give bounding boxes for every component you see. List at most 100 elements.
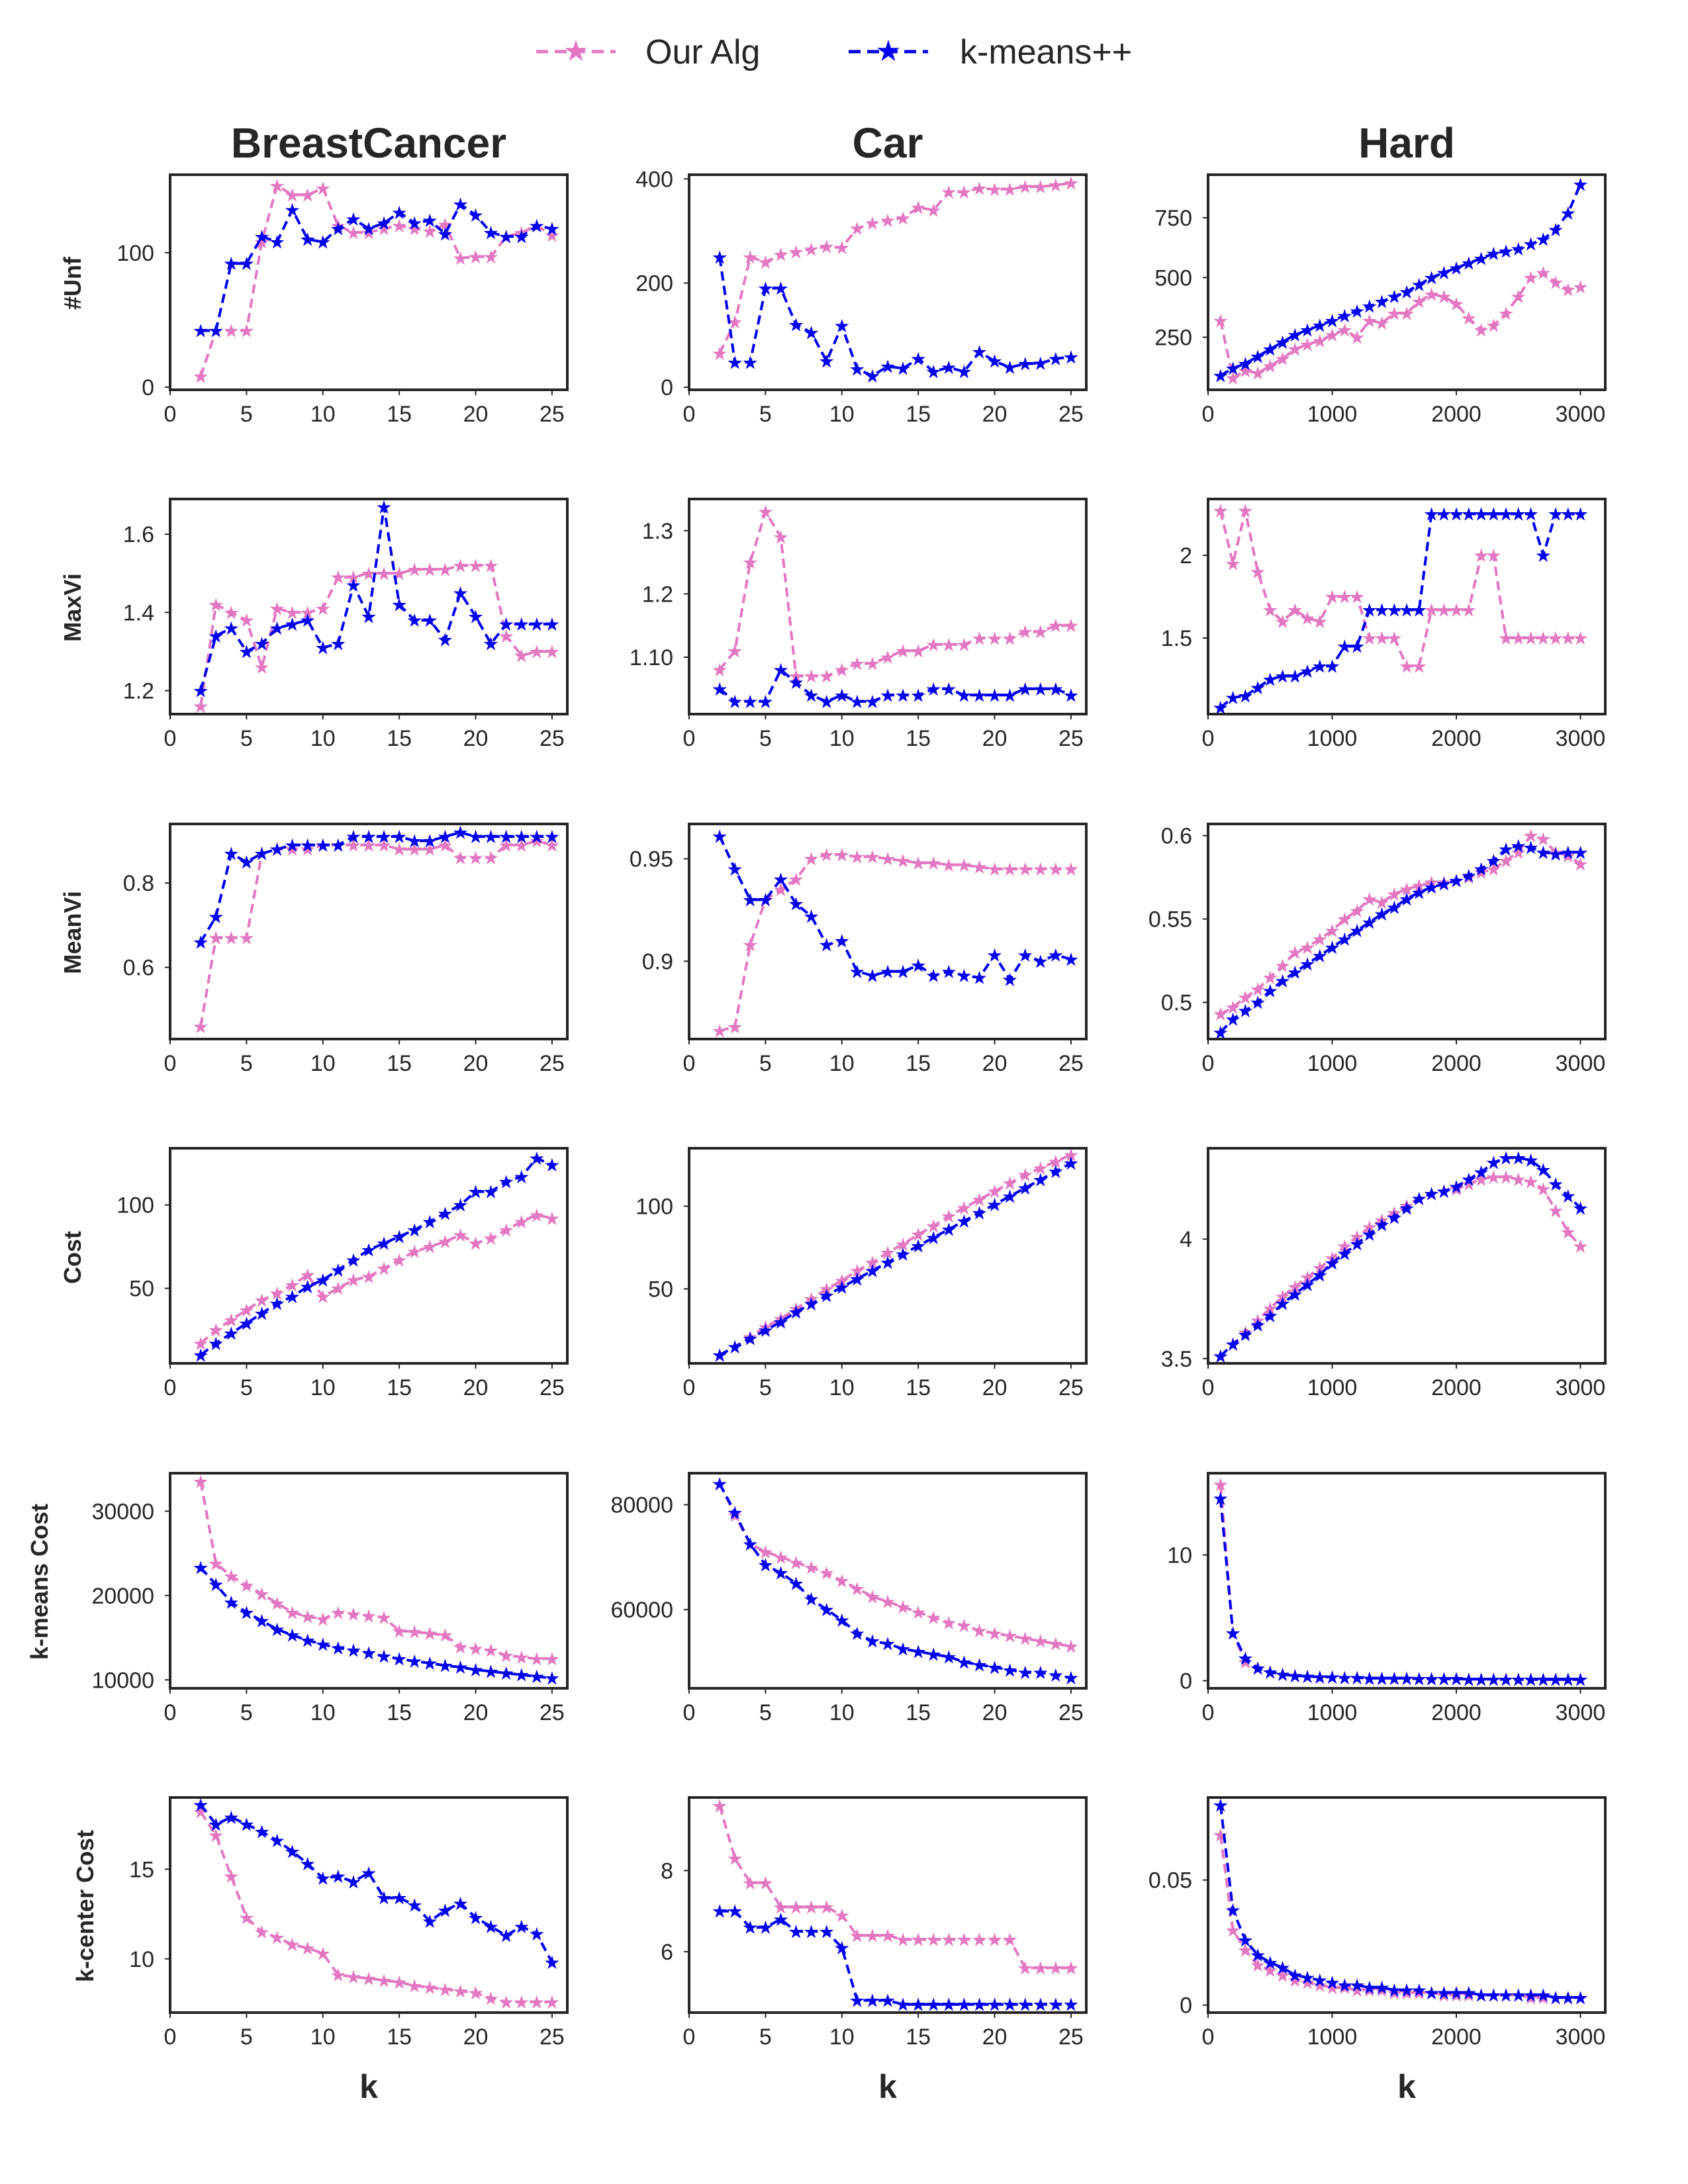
data-point: ★ <box>1436 600 1452 621</box>
data-point: ★ <box>223 1566 240 1588</box>
data-point: ★ <box>956 181 972 203</box>
data-point: ★ <box>406 831 423 852</box>
data-point: ★ <box>986 1623 1003 1645</box>
data-point: ★ <box>1299 1666 1315 1688</box>
data-point: ★ <box>879 210 896 232</box>
series-line-k-means <box>1219 1805 1581 1999</box>
data-point: ★ <box>1336 320 1353 341</box>
data-point: ★ <box>528 1666 545 1688</box>
x-tick-label: 5 <box>240 402 253 427</box>
data-point: ★ <box>1436 286 1452 308</box>
data-point: ★ <box>895 358 912 380</box>
data-point: ★ <box>238 1907 255 1929</box>
data-point: ★ <box>1262 1960 1278 1981</box>
data-point: ★ <box>345 1269 361 1291</box>
x-tick-label: 10 <box>829 1051 855 1076</box>
data-point: ★ <box>833 315 850 337</box>
series-k-means: ★★★★★★★★★★★★★★★★★★★★★★★★★★★★★★ <box>1212 1147 1589 1367</box>
series-line-k-means <box>718 835 1072 981</box>
y-tick-label: 20000 <box>91 1584 154 1609</box>
x-tick-label: 25 <box>1058 402 1084 427</box>
data-point: ★ <box>254 1921 270 1943</box>
data-point: ★ <box>269 839 285 860</box>
data-point: ★ <box>833 1570 850 1592</box>
data-point: ★ <box>543 1952 560 1974</box>
y-tick-label: 10000 <box>91 1668 154 1693</box>
data-point: ★ <box>1062 173 1079 195</box>
data-point: ★ <box>467 1982 484 2004</box>
data-point: ★ <box>788 1552 804 1574</box>
series-our-alg: ★★★★★★★★★★★★★★★★★★★★★★★★ <box>712 1473 1080 1658</box>
data-point: ★ <box>467 1181 484 1203</box>
data-point: ★ <box>1374 903 1390 925</box>
data-point: ★ <box>330 1259 346 1281</box>
data-point: ★ <box>299 839 316 860</box>
data-point: ★ <box>238 610 255 631</box>
data-point: ★ <box>1460 308 1477 330</box>
x-tick-label: 20 <box>982 726 1008 751</box>
axes-frame <box>169 173 569 391</box>
data-point: ★ <box>1374 1214 1390 1236</box>
x-tick-label: 0 <box>1202 1375 1215 1400</box>
x-tick-label: 1000 <box>1307 726 1358 751</box>
data-point: ★ <box>1299 1267 1315 1289</box>
data-point: ★ <box>330 218 346 240</box>
data-point: ★ <box>1423 1982 1440 2004</box>
axes-frame <box>688 1472 1088 1690</box>
x-tick-label: 15 <box>387 2025 412 2050</box>
data-point: ★ <box>1523 627 1539 649</box>
data-point: ★ <box>803 1588 820 1610</box>
x-tick-label: 20 <box>982 2025 1008 2050</box>
data-point: ★ <box>1274 970 1291 992</box>
data-point: ★ <box>895 1639 912 1661</box>
data-point: ★ <box>971 627 988 649</box>
series-k-means: ★★★★★★★★★★★★★★★★★★★★★★★★ <box>193 1557 561 1690</box>
data-point: ★ <box>269 617 285 639</box>
x-tick-label: 20 <box>982 402 1008 427</box>
data-point: ★ <box>1523 234 1539 255</box>
data-point: ★ <box>376 1233 393 1255</box>
data-point: ★ <box>437 1900 453 1922</box>
data-point: ★ <box>543 1648 560 1670</box>
data-point: ★ <box>345 1640 361 1662</box>
data-point: ★ <box>1274 1293 1291 1315</box>
data-point: ★ <box>895 1244 912 1265</box>
axes-frame <box>1207 1147 1607 1365</box>
data-point: ★ <box>1348 300 1365 322</box>
data-point: ★ <box>849 1260 865 1282</box>
data-point: ★ <box>528 831 545 852</box>
data-point: ★ <box>1497 302 1514 324</box>
series-line-our-alg <box>718 1805 1071 1970</box>
axes-frame <box>1207 1472 1607 1690</box>
data-point: ★ <box>223 1310 240 1332</box>
x-tick-label: 3000 <box>1556 1375 1606 1400</box>
data-point: ★ <box>528 826 545 848</box>
data-point: ★ <box>1017 1662 1033 1684</box>
data-point: ★ <box>1535 829 1552 850</box>
series-line-our-alg <box>1219 1835 1581 1999</box>
data-point: ★ <box>1249 992 1266 1014</box>
data-point: ★ <box>818 1285 835 1307</box>
data-point: ★ <box>422 220 438 242</box>
data-point: ★ <box>895 1596 912 1618</box>
axes-frame <box>1207 173 1607 391</box>
data-point: ★ <box>422 559 438 580</box>
data-point: ★ <box>1547 1200 1564 1222</box>
data-point: ★ <box>1448 257 1464 279</box>
data-point: ★ <box>925 678 942 700</box>
data-point: ★ <box>406 839 423 860</box>
data-point: ★ <box>1062 684 1079 706</box>
data-point: ★ <box>254 226 270 248</box>
series-our-alg: ★★★★★★★★★★★★★★★★★★★★★★★★ <box>193 555 561 718</box>
x-tick-label: 15 <box>387 726 412 751</box>
data-point: ★ <box>299 1938 316 1960</box>
data-point: ★ <box>1262 339 1278 361</box>
subplot-hard-maxvi: 0 1000 2000 30001.52★★★★★★★★★★★★★★★★★★★★★★★… <box>1161 498 1607 751</box>
data-point: ★ <box>360 1605 377 1627</box>
data-point: ★ <box>818 1599 835 1621</box>
data-point: ★ <box>742 246 759 268</box>
data-point: ★ <box>330 1637 346 1659</box>
data-point: ★ <box>208 1333 224 1355</box>
data-point: ★ <box>345 574 361 596</box>
y-tick-label: 8 <box>661 1858 673 1884</box>
